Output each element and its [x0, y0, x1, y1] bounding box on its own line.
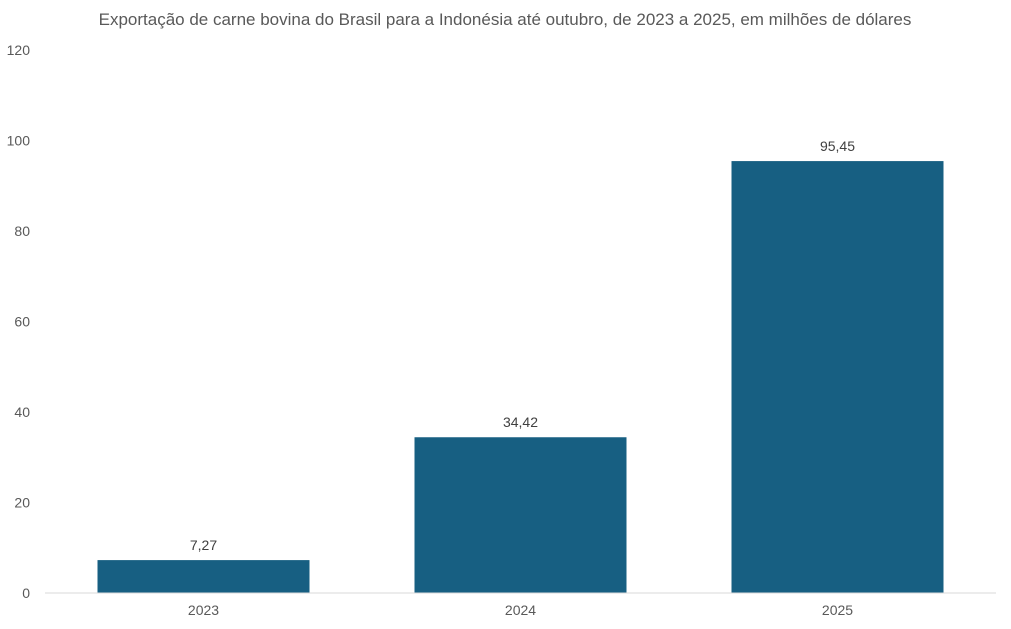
- bar-2025: [731, 161, 944, 593]
- y-tick-label: 60: [14, 314, 30, 330]
- data-label: 34,42: [503, 414, 538, 430]
- x-axis: 2023 2024 2025: [188, 602, 853, 618]
- y-tick-label: 100: [7, 133, 31, 149]
- data-label: 95,45: [820, 138, 855, 154]
- y-tick-label: 0: [22, 585, 30, 601]
- bars: 7,27 34,42 95,45: [97, 138, 944, 593]
- y-axis: 0 20 40 60 80 100 120: [7, 42, 31, 601]
- y-tick-label: 20: [14, 495, 30, 511]
- y-tick-label: 80: [14, 223, 30, 239]
- chart-title: Exportação de carne bovina do Brasil par…: [99, 10, 912, 29]
- x-tick-label: 2023: [188, 602, 219, 618]
- bar-2024: [414, 437, 627, 593]
- x-tick-label: 2024: [505, 602, 536, 618]
- y-tick-label: 40: [14, 404, 30, 420]
- y-tick-label: 120: [7, 42, 31, 58]
- bar-2023: [97, 560, 310, 593]
- data-label: 7,27: [190, 537, 217, 553]
- x-tick-label: 2025: [822, 602, 853, 618]
